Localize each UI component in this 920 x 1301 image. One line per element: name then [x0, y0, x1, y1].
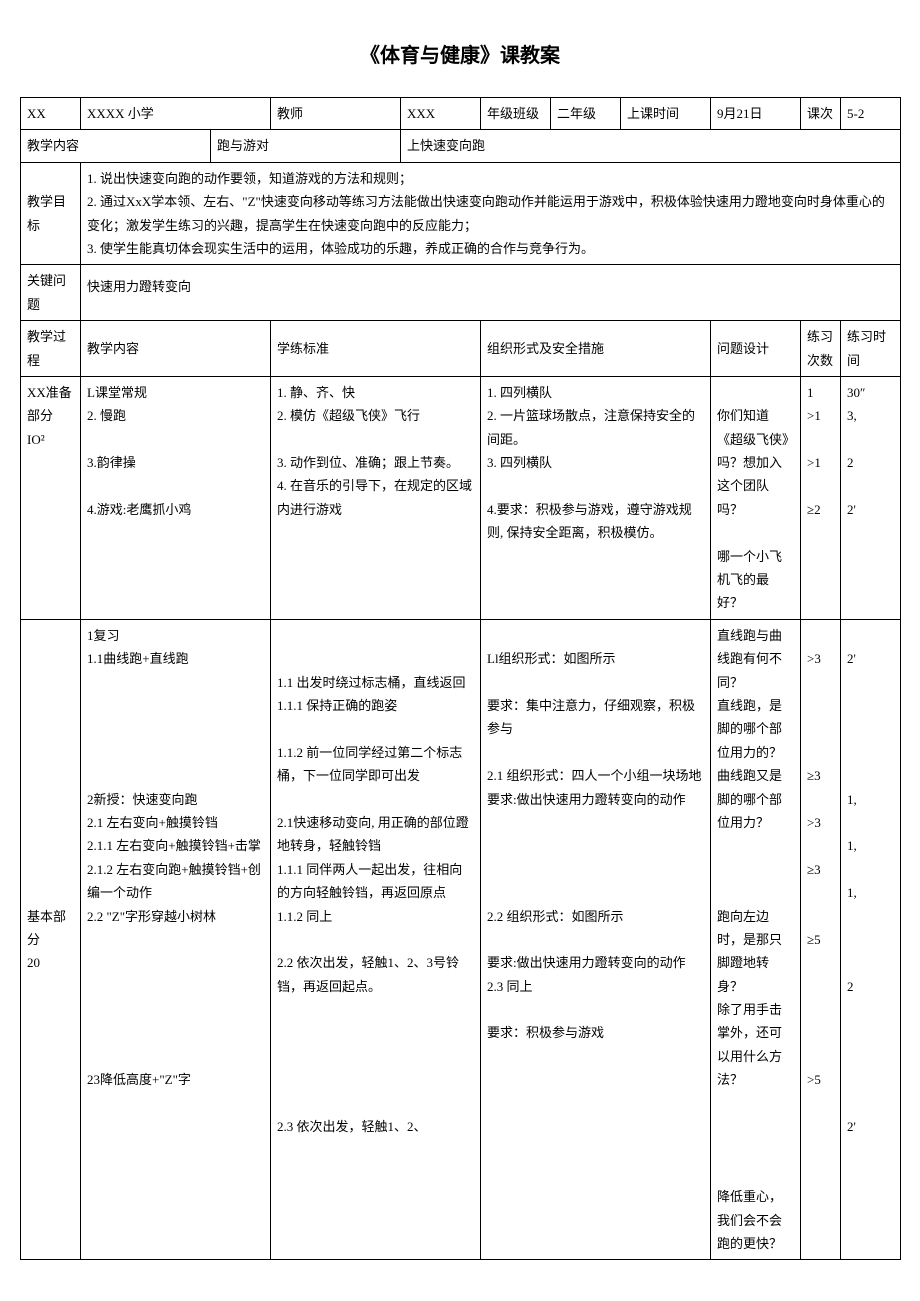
- process-label: 教学过程: [21, 321, 81, 377]
- key-problem-text: 快速用力蹬转变向: [81, 265, 901, 321]
- basic-times: 2' 1, 1, 1, 2 2': [841, 619, 901, 1260]
- page-title: 《体育与健康》课教案: [20, 40, 900, 72]
- basic-standard: 1.1 出发时绕过标志桶，直线返回 1.1.1 保持正确的跑姿 1.1.2 前一…: [271, 619, 481, 1260]
- key-problem-label: 关键问题: [21, 265, 81, 321]
- lesson-plan-table: XX XXXX 小学 教师 XXX 年级班级 二年级 上课时间 9月21日 课次…: [20, 97, 901, 1260]
- col-content: 教学内容: [81, 321, 271, 377]
- prep-questions: 你们知道《超级飞侠》吗？想加入这个团队吗？ 哪一个小飞机飞的最好？: [711, 376, 801, 619]
- basic-label: 基本部分 20: [21, 619, 81, 1260]
- col-standard: 学练标准: [271, 321, 481, 377]
- school-value: XXXX 小学: [81, 98, 271, 130]
- lesson-label: 课次: [801, 98, 841, 130]
- col-org: 组织形式及安全措施: [481, 321, 711, 377]
- col-counts: 练习次数: [801, 321, 841, 377]
- time-value: 9月21日: [711, 98, 801, 130]
- prep-counts: 1 >1 >1 ≥2: [801, 376, 841, 619]
- prep-times: 30″ 3, 2 2': [841, 376, 901, 619]
- grade-label: 年级班级: [481, 98, 551, 130]
- basic-counts: >3 ≥3 >3 ≥3 ≥5 >5: [801, 619, 841, 1260]
- content-value1: 跑与游对: [211, 130, 401, 162]
- basic-org: Ll组织形式：如图所示 要求：集中注意力，仔细观察，积极参与 2.1 组织形式：…: [481, 619, 711, 1260]
- teacher-label: 教师: [271, 98, 401, 130]
- prep-standard: 1. 静、齐、快 2. 模仿《超级飞侠》飞行 3. 动作到位、准确；跟上节奏。 …: [271, 376, 481, 619]
- grade-value: 二年级: [551, 98, 621, 130]
- content-label: 教学内容: [21, 130, 211, 162]
- prep-label: XX准备部分 IO²: [21, 376, 81, 619]
- teacher-value: XXX: [401, 98, 481, 130]
- time-label: 上课时间: [621, 98, 711, 130]
- content-value2: 上快速变向跑: [401, 130, 901, 162]
- lesson-value: 5-2: [841, 98, 901, 130]
- goals-label: 教学目标: [21, 162, 81, 265]
- col-times: 练习时间: [841, 321, 901, 377]
- school-label: XX: [21, 98, 81, 130]
- basic-questions: 直线跑与曲线跑有何不同？ 直线跑，是脚的哪个部位用力的？ 曲线跑又是脚的哪个部位…: [711, 619, 801, 1260]
- goals-text: 1. 说出快速变向跑的动作要领，知道游戏的方法和规则； 2. 通过XxX学本领、…: [81, 162, 901, 265]
- prep-content: L课堂常规 2. 慢跑 3.韵律操 4.游戏:老鹰抓小鸡: [81, 376, 271, 619]
- prep-org: 1. 四列横队 2. 一片篮球场散点，注意保持安全的间距。 3. 四列横队 4.…: [481, 376, 711, 619]
- col-questions: 问题设计: [711, 321, 801, 377]
- basic-content: 1复习 1.1曲线跑+直线跑 2新授：快速变向跑 2.1 左右变向+触摸铃铛 2…: [81, 619, 271, 1260]
